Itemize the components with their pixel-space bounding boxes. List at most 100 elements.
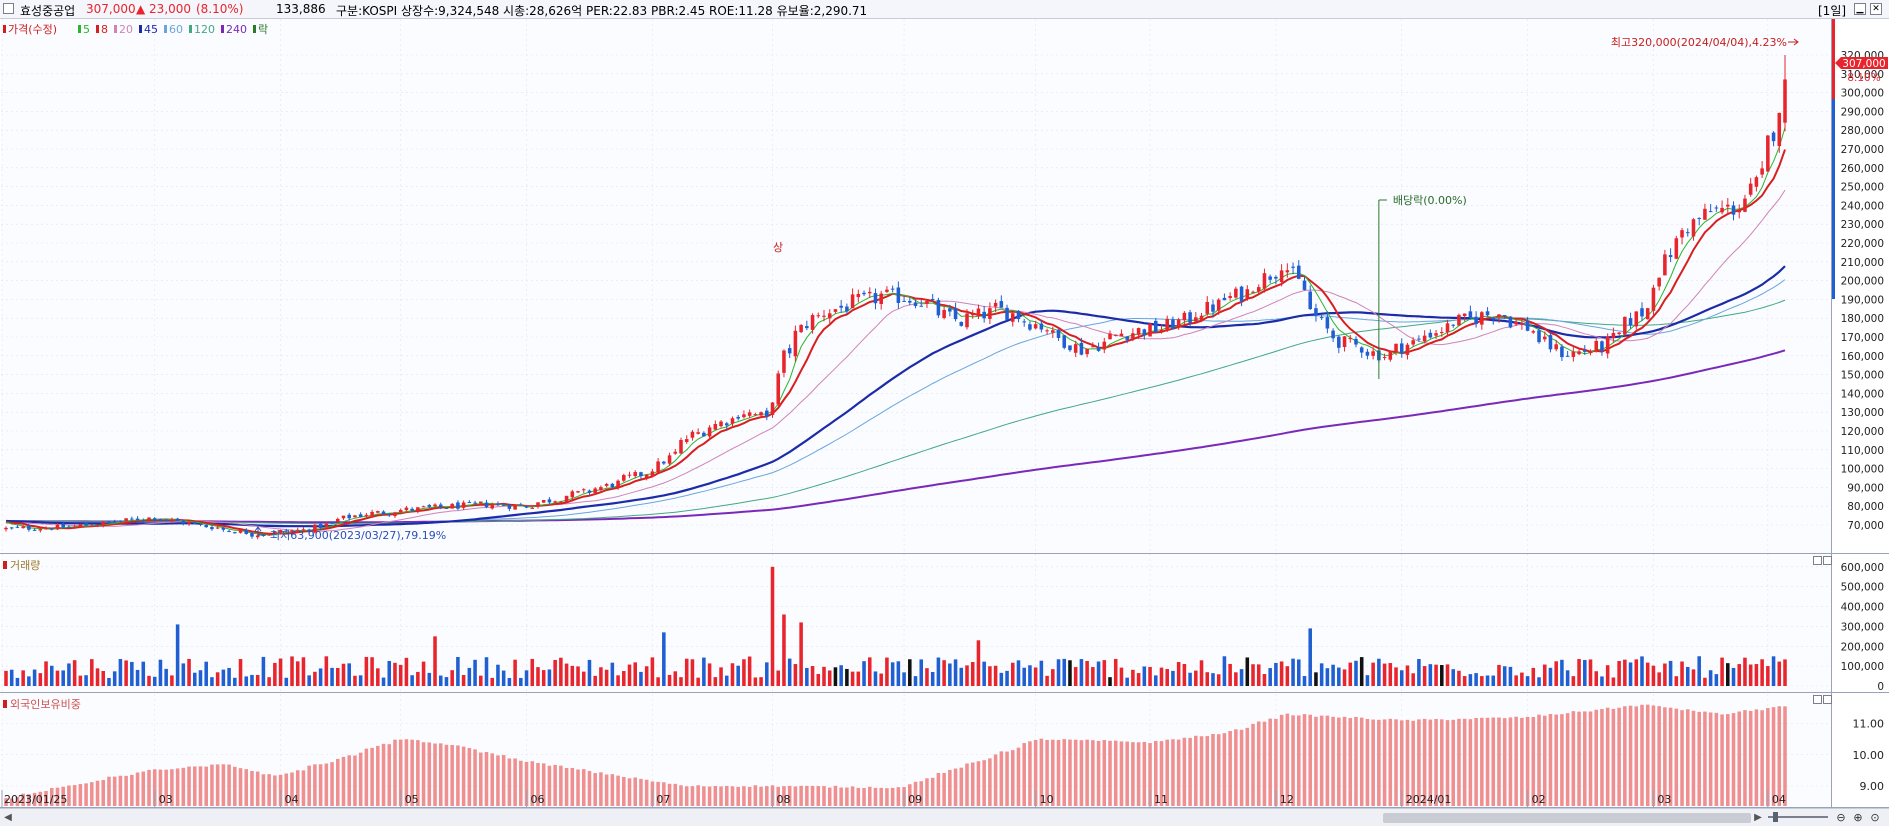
volume-bar: [1497, 664, 1501, 686]
current-price-tag-label: 307,000: [1842, 58, 1885, 70]
scroll-left-icon[interactable]: ◀: [4, 812, 12, 823]
price-candle: [410, 508, 414, 511]
legend-label: 45: [144, 23, 158, 36]
header-checkbox[interactable]: [3, 3, 14, 14]
price-candle: [1474, 316, 1478, 325]
volume-bar: [1783, 659, 1787, 686]
volume-bar: [519, 677, 523, 686]
price-candle: [559, 501, 563, 503]
price-candle: [913, 302, 918, 307]
period-selector[interactable]: [1일]: [1818, 4, 1847, 18]
volume-tick-label: 600,000: [1841, 562, 1884, 574]
volume-bar: [667, 674, 672, 686]
x-axis-label: 04: [285, 793, 299, 806]
price-candle: [1005, 307, 1009, 320]
foreign-ratio-bar: [467, 748, 472, 806]
volume-bar: [467, 667, 472, 686]
volume-bar: [633, 662, 638, 686]
price-candle: [1600, 341, 1604, 351]
foreign-ratio-bar: [353, 755, 357, 806]
volume-bar: [993, 665, 998, 686]
volume-bar: [765, 662, 769, 686]
foreign-ratio-bar: [38, 791, 43, 806]
foreign-ratio-bar: [1113, 740, 1118, 806]
stock-name: 효성중공업: [20, 4, 76, 18]
foreign-ratio-bar: [387, 744, 392, 806]
foreign-ratio-bar: [141, 771, 146, 806]
zoom-slider-handle[interactable]: [1773, 812, 1778, 822]
scroll-right-icon[interactable]: ▶: [1754, 812, 1762, 823]
price-candle: [1422, 335, 1427, 342]
price-candle: [330, 522, 334, 524]
foreign-ratio-bar: [490, 753, 494, 806]
price-candle: [1445, 323, 1450, 333]
zoom-slider[interactable]: [1768, 816, 1828, 818]
volume-bar: [1010, 662, 1015, 686]
price-candle: [1262, 273, 1267, 289]
foreign-ratio-bar: [204, 766, 208, 806]
foreign-ratio-bar: [1239, 729, 1244, 806]
price-candle: [1560, 346, 1564, 358]
price-candle: [1131, 333, 1135, 339]
volume-bar: [747, 656, 752, 686]
stock-chart[interactable]: 0 100,000 200,000 300,000 400,000 500,000 600,…: [0, 19, 1889, 808]
volume-bar: [1537, 677, 1541, 686]
volume-panel-minimize-icon[interactable]: [1813, 556, 1822, 565]
foreign-ratio-bar: [1153, 740, 1158, 806]
foreign-ratio-bar: [862, 788, 866, 806]
foreign-ratio-bar: [1405, 719, 1410, 806]
zoom-in-icon[interactable]: ⊕: [1853, 811, 1863, 824]
foreign-panel-close-icon[interactable]: [1823, 695, 1832, 704]
minimize-icon[interactable]: ▁: [1854, 3, 1866, 15]
price-candle: [1268, 276, 1272, 280]
foreign-ratio-bar: [1623, 706, 1627, 806]
price-candle: [988, 308, 992, 319]
price-candle: [112, 521, 117, 523]
price-candle: [662, 461, 666, 464]
price-candle: [576, 491, 580, 493]
volume-bar: [107, 677, 111, 686]
chart-scrollbar[interactable]: ◀ ▶ ⊖ ⊕ ⊙: [0, 808, 1889, 826]
foreign-ratio-bar: [696, 785, 700, 806]
volume-bar: [9, 669, 14, 686]
foreign-ratio-bar: [1428, 719, 1433, 806]
legend-swatch: [78, 25, 81, 33]
ma-240-line: [6, 349, 1786, 524]
price-candle: [44, 528, 48, 530]
volume-bar: [341, 663, 346, 686]
zoom-out-icon[interactable]: ⊖: [1836, 811, 1846, 824]
volume-bar: [1457, 670, 1461, 686]
volume-bar: [1428, 664, 1433, 686]
foreign-ratio-bar: [1760, 710, 1764, 806]
price-candle: [67, 526, 71, 528]
close-icon[interactable]: ✕: [1870, 3, 1882, 15]
foreign-panel-minimize-icon[interactable]: [1813, 695, 1822, 704]
foreign-ratio-bar: [930, 777, 935, 806]
price-candle: [1451, 324, 1455, 326]
foreign-ratio-bar: [1091, 740, 1095, 806]
foreign-ratio-bar: [324, 763, 329, 806]
volume-bar: [381, 677, 386, 686]
foreign-ratio-bar: [1365, 718, 1370, 806]
volume-bar: [873, 671, 878, 686]
price-tick-label: 270,000: [1841, 144, 1884, 156]
foreign-ratio-bar: [1777, 706, 1782, 806]
price-candle: [416, 507, 420, 511]
foreign-ratio-bar: [759, 786, 763, 806]
foreign-ratio-bar: [1748, 710, 1753, 806]
volume-bar: [599, 667, 603, 686]
foreign-ratio-bar: [753, 785, 758, 806]
foreign-ratio-bar: [410, 739, 414, 806]
foreign-ratio-bar: [1211, 733, 1215, 806]
volume-bar: [1291, 658, 1295, 686]
scroll-thumb[interactable]: [1383, 813, 1751, 823]
zoom-reset-icon[interactable]: ⊙: [1870, 811, 1880, 824]
volume-panel-close-icon[interactable]: [1823, 556, 1832, 565]
price-tick-label: 140,000: [1841, 388, 1884, 400]
price-tick-label: 120,000: [1841, 426, 1884, 438]
volume-bar: [101, 670, 106, 686]
price-tick-label: 250,000: [1841, 182, 1884, 194]
volume-bar: [1199, 660, 1204, 686]
volume-bar: [364, 656, 369, 686]
volume-bar: [1331, 664, 1335, 686]
